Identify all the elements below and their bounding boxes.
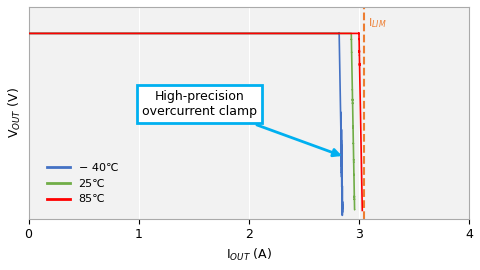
X-axis label: I$_{OUT}$ (A): I$_{OUT}$ (A) [226, 247, 272, 263]
Y-axis label: V$_{OUT}$ (V): V$_{OUT}$ (V) [7, 87, 23, 138]
Text: I$_{LIM}$: I$_{LIM}$ [368, 16, 386, 30]
Text: High-precision
overcurrent clamp: High-precision overcurrent clamp [142, 90, 339, 156]
Legend: − 40℃, 25℃, 85℃: − 40℃, 25℃, 85℃ [43, 159, 122, 209]
